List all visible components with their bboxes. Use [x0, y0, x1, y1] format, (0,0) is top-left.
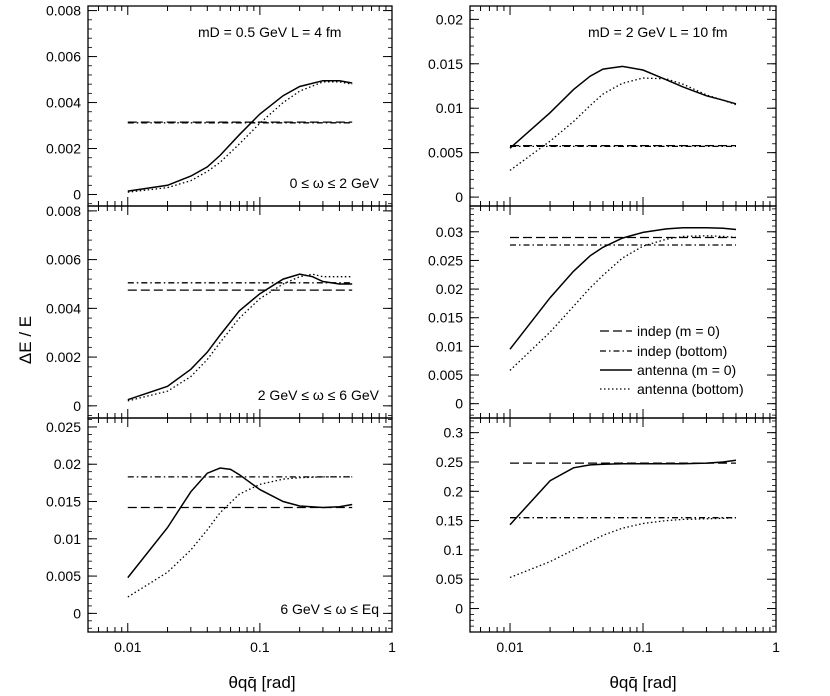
y-tick-label: 0.25 [436, 454, 463, 470]
panel-p00: 0 0.002 0.004 0.006 0.008 mD = 0.5 GeV L = 4 … [46, 3, 393, 207]
legend-label-antenna-bottom: antenna (bottom) [637, 381, 744, 397]
x-tick-label: 0.01 [114, 639, 141, 655]
series-solid [509, 227, 737, 350]
y-tick-label: 0.015 [428, 310, 463, 326]
series-solid [509, 65, 737, 149]
series-solid [127, 273, 353, 401]
y-tick-label: 0 [455, 601, 463, 617]
y-tick-label: 0 [73, 398, 81, 414]
y-tick-label: 0.005 [428, 367, 463, 383]
y-tick-label: 0.02 [54, 456, 81, 472]
panels-layer: 0 0.002 0.004 0.006 0.008 mD = 0.5 GeV L = 4 … [46, 3, 780, 655]
y-tick-label: 0.03 [436, 224, 463, 240]
y-tick-label: 0.004 [46, 300, 81, 316]
panel-frame [87, 417, 393, 633]
panel-range-label: 6 GeV ≤ ω ≤ Eq [280, 601, 379, 617]
y-tick-label: 0.05 [436, 571, 463, 587]
y-tick-label: 0.008 [46, 3, 81, 19]
panel-range-label: 0 ≤ ω ≤ 2 GeV [290, 175, 380, 191]
y-tick-label: 0.3 [444, 425, 464, 441]
y-tick-label: 0.004 [46, 95, 81, 111]
legend-label-antenna-m0: antenna (m = 0) [637, 362, 736, 378]
series-dotted [127, 81, 353, 193]
y-tick-label: 0.015 [46, 494, 81, 510]
series-dotted [509, 77, 737, 171]
y-tick-label: 0.005 [428, 145, 463, 161]
y-tick-label: 0.025 [428, 252, 463, 268]
x-tick-label: 0.1 [633, 639, 653, 655]
y-axis-title: ΔE / E [16, 316, 35, 364]
y-tick-label: 0.006 [46, 252, 81, 268]
y-tick-label: 0 [73, 187, 81, 203]
y-tick-label: 0.01 [54, 531, 81, 547]
y-tick-label: 0.008 [46, 203, 81, 219]
y-tick-label: 0.2 [444, 483, 464, 499]
x-tick-label: 0.01 [496, 639, 523, 655]
series-solid [127, 79, 353, 192]
legend-label-indep-bottom: indep (bottom) [637, 343, 727, 359]
series-solid [127, 467, 353, 579]
y-tick-label: 0.01 [436, 338, 463, 354]
panel-p20: 0.01 0.1 1 0 0.005 0.01 0.015 0.02 0.025 6 GeV ≤ … [46, 417, 396, 655]
y-tick-label: 0.005 [46, 568, 81, 584]
panel-p01: 0 0.005 0.01 0.015 0.02 mD = 2 GeV L = 10 fm [428, 5, 777, 207]
x-tick-label: 0.1 [250, 639, 270, 655]
x-axis-title-left: θqq̄ [rad] [228, 673, 295, 692]
y-tick-label: 0.1 [444, 542, 464, 558]
y-tick-label: 0.15 [436, 513, 463, 529]
y-tick-label: 0 [455, 189, 463, 205]
y-tick-label: 0.025 [46, 419, 81, 435]
panel-p10: 0 0.002 0.004 0.006 0.008 2 GeV ≤ ω ≤ 6 GeV [46, 203, 393, 419]
x-tick-label: 1 [388, 639, 396, 655]
y-tick-label: 0.002 [46, 141, 81, 157]
y-tick-label: 0 [455, 396, 463, 412]
legend-label-indep-m0: indep (m = 0) [637, 323, 720, 339]
y-tick-label: 0.002 [46, 349, 81, 365]
x-tick-label: 1 [772, 639, 780, 655]
panel-header: mD = 2 GeV L = 10 fm [588, 24, 728, 40]
series-dotted [127, 476, 353, 598]
panel-header: mD = 0.5 GeV L = 4 fm [198, 24, 341, 40]
y-tick-label: 0.01 [436, 100, 463, 116]
series-dotted [509, 517, 737, 579]
y-tick-label: 0.015 [428, 56, 463, 72]
panel-frame [469, 417, 777, 633]
y-tick-label: 0.02 [436, 11, 463, 27]
x-axis-title-right: θqq̄ [rad] [609, 673, 676, 692]
y-tick-label: 0.02 [436, 281, 463, 297]
panel-p21: 0.01 0.1 1 0 0.05 0.1 0.15 0.2 0.25 0.3 [436, 417, 780, 655]
panel-p11: 0 0.005 0.01 0.015 0.02 0.025 0.03 [428, 205, 777, 419]
y-tick-label: 0 [73, 605, 81, 621]
y-tick-label: 0.006 [46, 49, 81, 65]
series-solid [509, 459, 737, 526]
legend: indep (m = 0) indep (bottom) antenna (m … [600, 323, 744, 397]
series-dotted [509, 235, 737, 371]
series-dotted [127, 273, 353, 402]
panel-range-label: 2 GeV ≤ ω ≤ 6 GeV [258, 387, 380, 403]
